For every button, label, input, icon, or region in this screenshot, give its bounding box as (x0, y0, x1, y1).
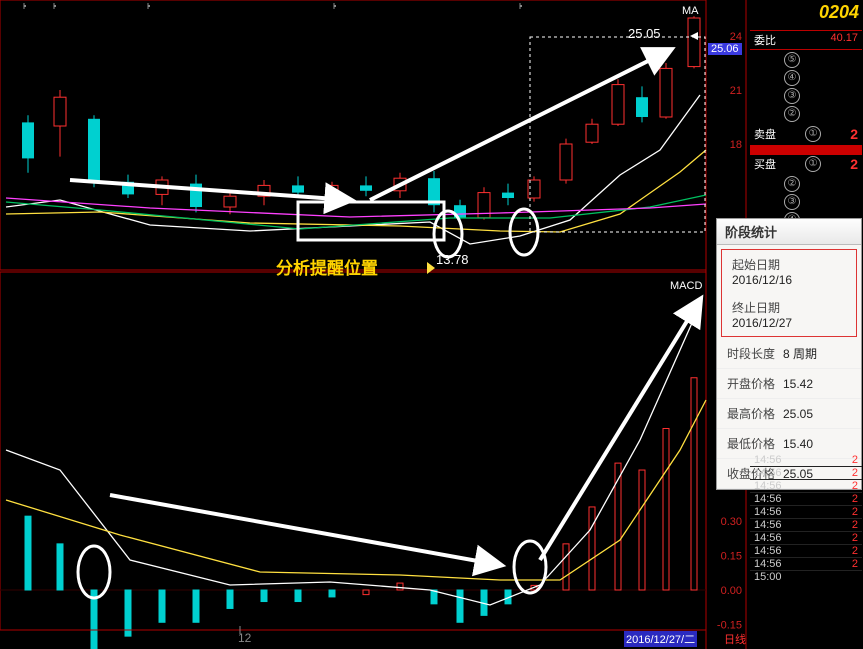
svg-text:18: 18 (730, 139, 742, 151)
ratio-label: 委比 (754, 32, 776, 48)
svg-text:0.00: 0.00 (721, 585, 742, 597)
price-flag: 25.06 (708, 43, 742, 55)
sell-big-2: 2 (850, 126, 858, 144)
time-sales: 14:562 14:562 14:562 14:562 14:562 14:56… (750, 454, 862, 583)
orderbook: 委比 40.17 ⑤④③② 卖盘 ① 2 买盘 ① 2 ②③④⑤ (750, 30, 862, 250)
price-bottom-callout: 13.78 (436, 252, 469, 267)
svg-text:24: 24 (730, 31, 742, 43)
stock-code: 0204 (819, 2, 859, 23)
chart-stage: 1821240.900.750.600.450.300.150.00-0.15-… (0, 0, 863, 649)
month-mark: 12 (238, 631, 251, 645)
annotation-label: 分析提醒位置 (276, 254, 378, 279)
panel-highlight-rows: 起始日期2016/12/16终止日期2016/12/27 (721, 249, 857, 337)
footer-kline-label: 日线 (724, 631, 746, 647)
svg-text:0.30: 0.30 (721, 516, 742, 528)
indicator-ma-label: MA (682, 5, 699, 17)
buy-label: 买盘 (754, 156, 776, 174)
footer-date: 2016/12/27/二 (624, 631, 697, 647)
period-panel[interactable]: 阶段统计 起始日期2016/12/16终止日期2016/12/27 时段长度8 … (716, 218, 862, 490)
ratio-value: 40.17 (830, 32, 858, 48)
buy-big-2: 2 (850, 156, 858, 174)
sell-mark: ① (805, 126, 821, 142)
price-top-callout: 25.05 (628, 26, 661, 41)
orderbook-bar (750, 145, 862, 155)
svg-text:-0.15: -0.15 (717, 620, 742, 632)
svg-text:0.15: 0.15 (721, 550, 742, 562)
svg-text:21: 21 (730, 85, 742, 97)
sell-levels: ⑤④③② (750, 50, 862, 126)
indicator-macd-label: MACD (670, 280, 702, 292)
sell-label: 卖盘 (754, 126, 776, 144)
buy-mark: ① (805, 156, 821, 172)
panel-title: 阶段统计 (717, 219, 861, 245)
